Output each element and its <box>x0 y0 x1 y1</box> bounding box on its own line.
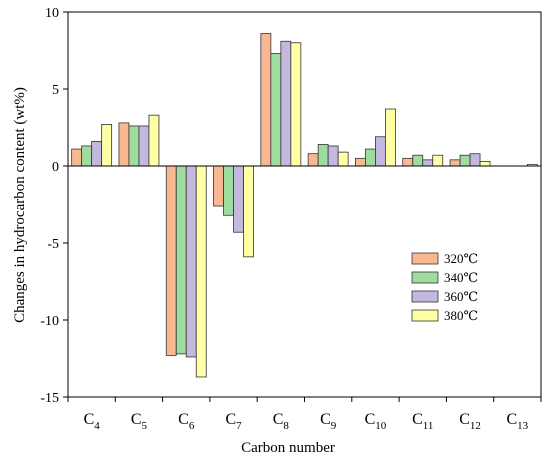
legend-label: 320℃ <box>444 251 478 266</box>
bar-c11-340 <box>412 154 424 167</box>
bar-c7-340 <box>223 165 234 216</box>
x-tick-label: C4 <box>84 411 101 432</box>
bar-c10-360 <box>375 136 386 167</box>
bar-c12-380 <box>479 160 491 167</box>
x-tick-label: C8 <box>273 411 290 432</box>
legend-swatch <box>411 252 439 265</box>
legend: 320℃ 340℃ 360℃ 380℃ <box>411 251 478 323</box>
bar-c7-320 <box>213 165 224 207</box>
bar-c9-360 <box>327 145 339 167</box>
bar-c8-380 <box>290 42 302 167</box>
bar-c5-320 <box>118 122 130 167</box>
legend-swatch <box>411 271 439 284</box>
bar-c9-320 <box>307 153 319 167</box>
bar-c5-340 <box>128 125 140 167</box>
bar-c9-380 <box>337 151 349 167</box>
bar-c6-340 <box>175 165 187 355</box>
x-tick-label: C7 <box>225 411 242 432</box>
bar-c10-380 <box>385 108 396 167</box>
bar-c6-320 <box>165 165 177 356</box>
x-tick-label: C6 <box>178 411 195 432</box>
x-tick-label: C12 <box>459 411 481 432</box>
bar-c10-340 <box>365 148 376 167</box>
bar-c6-380 <box>195 165 207 378</box>
bar-c11-380 <box>432 154 444 167</box>
y-tick-label: 5 <box>52 83 59 98</box>
x-axis-title: Carbon number <box>241 440 335 456</box>
bar-c12-320 <box>449 159 461 167</box>
bar-c4-360 <box>91 140 103 167</box>
legend-label: 340℃ <box>444 270 478 285</box>
legend-label: 380℃ <box>444 308 478 323</box>
ticks: -15 -10 -5 0 5 10 C4 C5 C6 C7 C8 C9 C10 C11 C12 C13 <box>40 6 542 432</box>
legend-swatch <box>411 309 439 322</box>
bars <box>71 33 538 378</box>
y-axis-title: Changes in hydrocarbon content (wt%) <box>12 87 28 323</box>
bar-c8-360 <box>280 40 292 167</box>
x-tick-label: C13 <box>507 411 529 432</box>
x-tick-label: C9 <box>320 411 337 432</box>
x-tick-label: C5 <box>131 411 148 432</box>
x-tick-label: C10 <box>365 411 387 432</box>
bar-c4-340 <box>81 145 93 167</box>
y-tick-label: -10 <box>40 314 59 329</box>
bar-c11-360 <box>422 159 434 167</box>
y-tick-label: -15 <box>40 391 59 406</box>
y-tick-label: 10 <box>45 6 59 21</box>
y-tick-label: 0 <box>52 160 59 175</box>
bar-c10-320 <box>355 157 366 167</box>
bar-c12-360 <box>469 153 481 167</box>
bar-c6-360 <box>185 165 197 358</box>
bar-c4-320 <box>71 148 83 167</box>
x-tick-label: C11 <box>412 411 433 432</box>
legend-swatch <box>411 290 439 303</box>
y-tick-label: -5 <box>47 237 59 252</box>
bar-c5-360 <box>138 125 150 167</box>
bar-c7-380 <box>243 165 254 258</box>
bar-c5-380 <box>148 114 160 167</box>
bar-c12-340 <box>459 154 471 167</box>
plot-frame <box>67 11 542 398</box>
legend-label: 360℃ <box>444 289 478 304</box>
bar-c8-320 <box>260 33 272 167</box>
bar-c7-360 <box>233 165 244 233</box>
bar-c8-340 <box>270 53 282 167</box>
bar-c11-320 <box>402 157 414 167</box>
bar-c9-340 <box>317 144 329 167</box>
bar-c4-380 <box>101 124 113 167</box>
axes <box>67 11 542 398</box>
